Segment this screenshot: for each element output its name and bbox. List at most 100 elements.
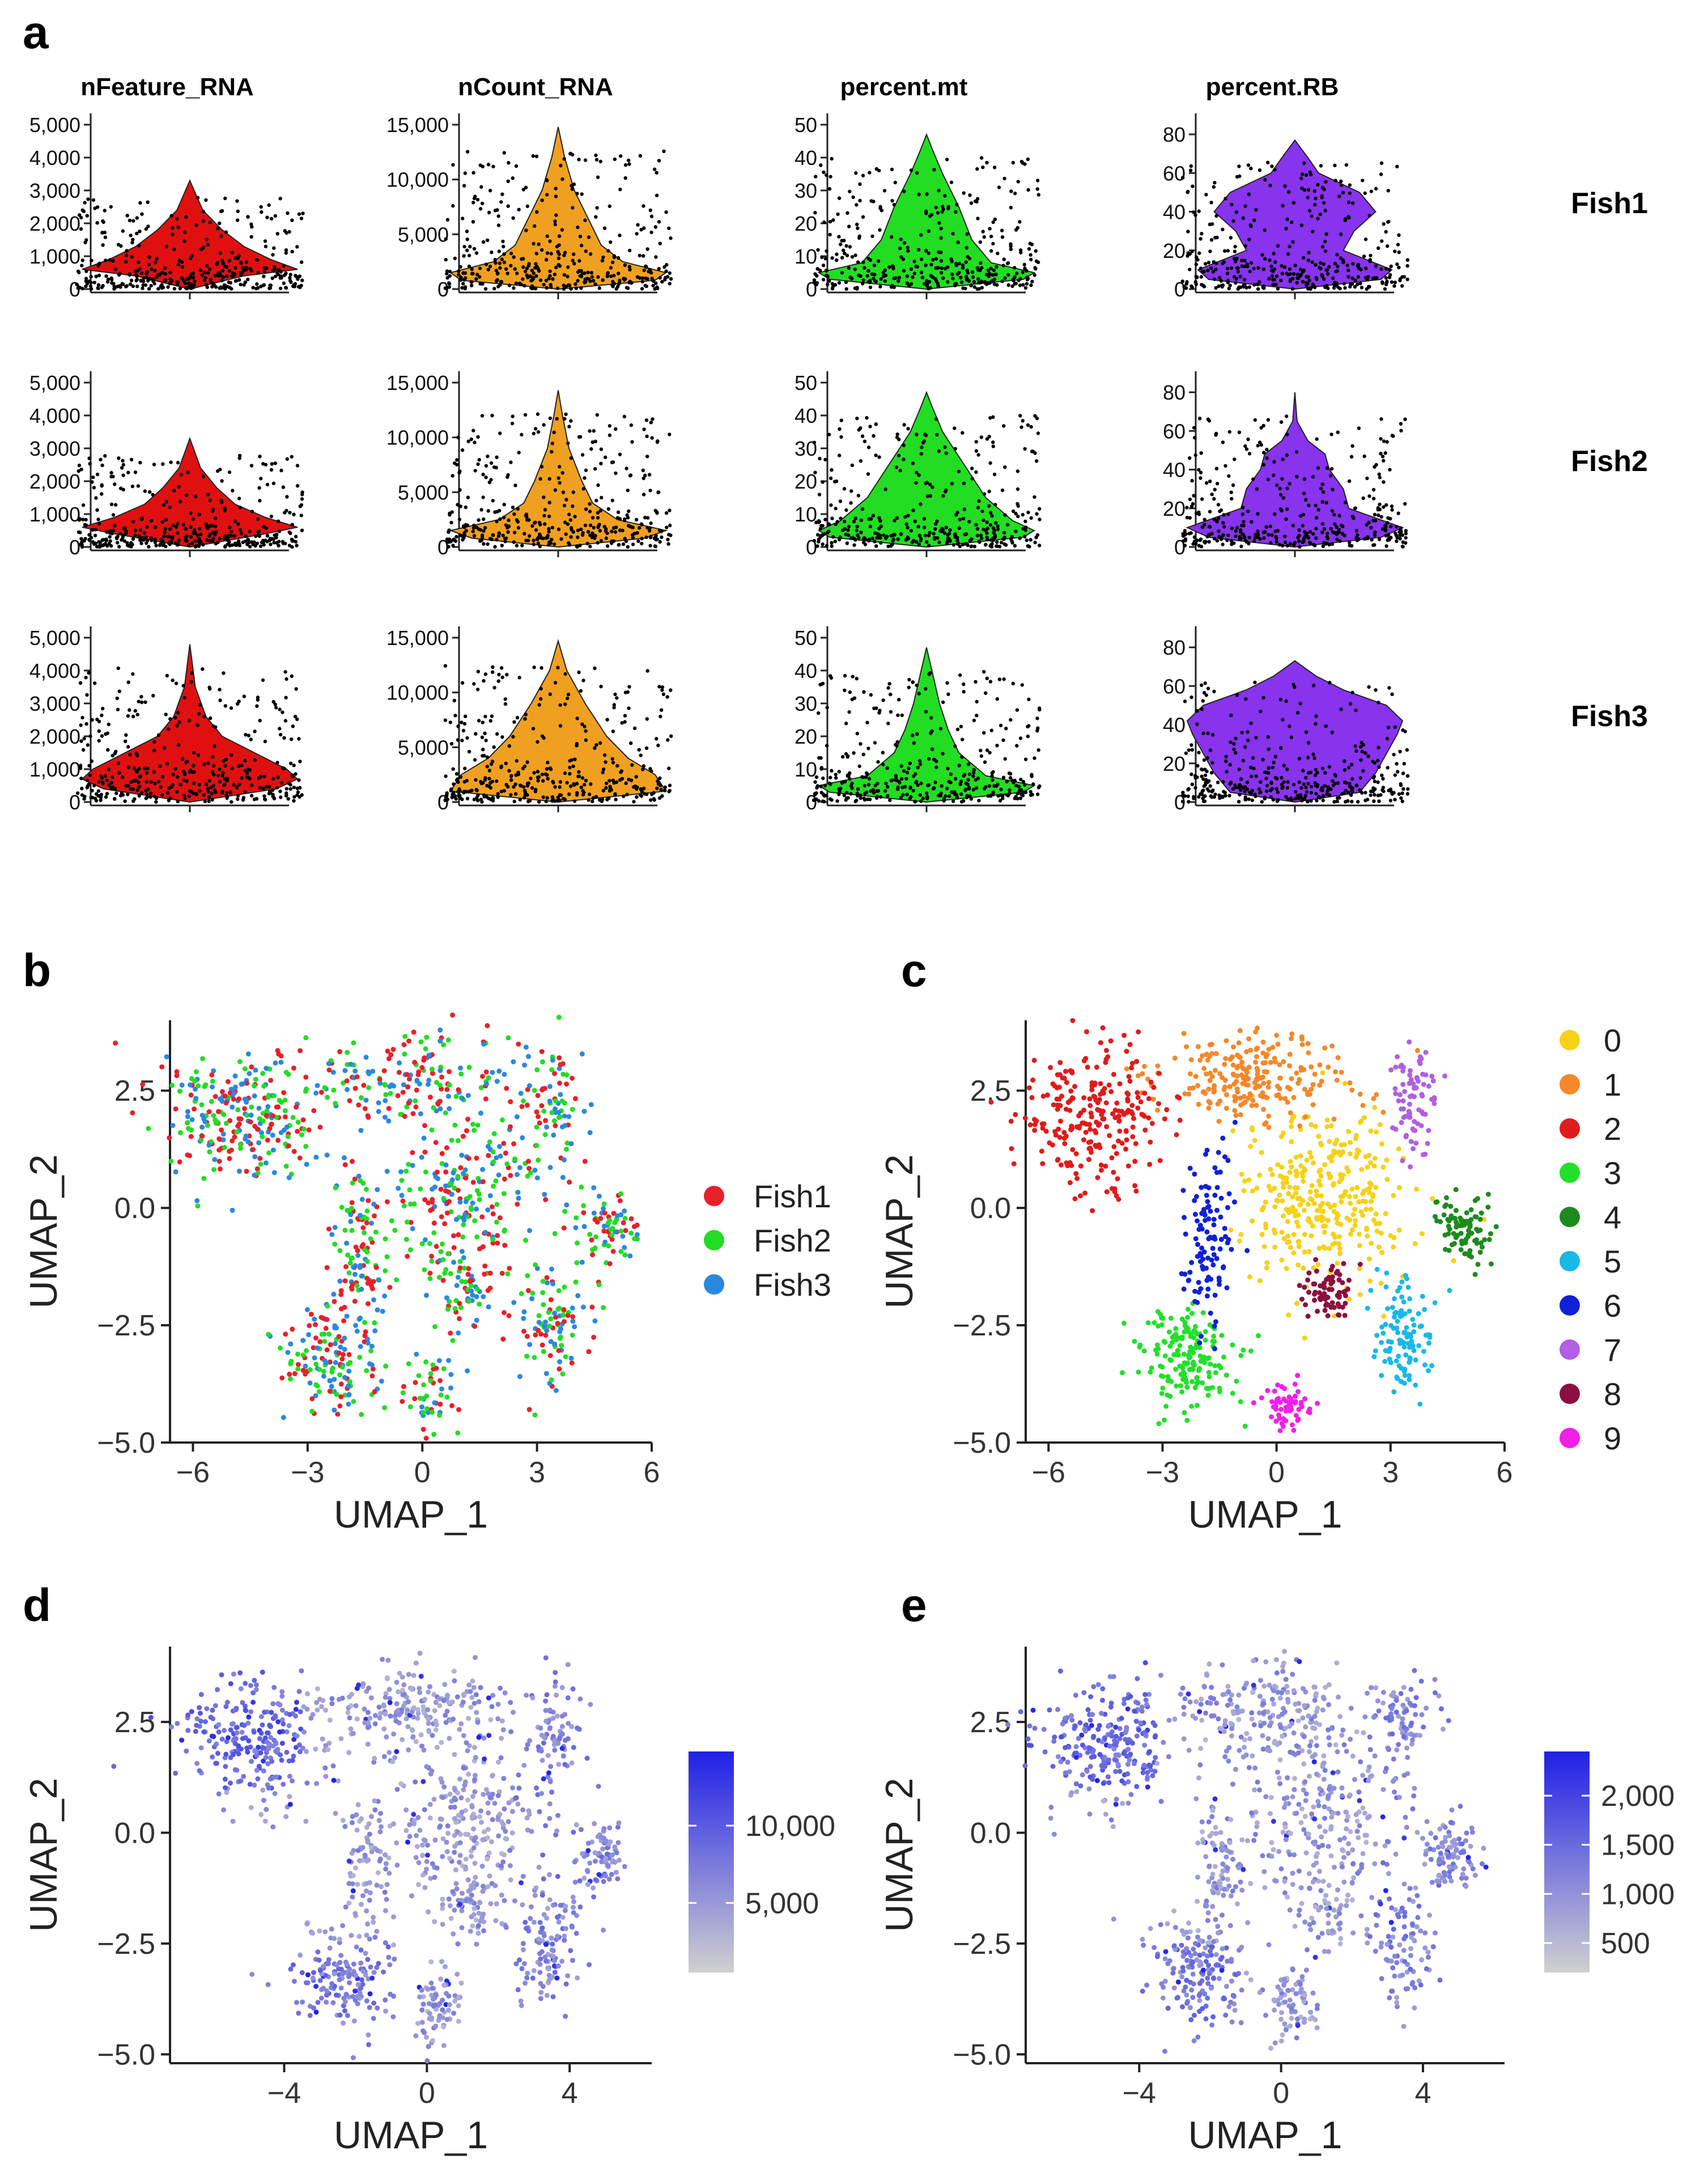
violin-jitter-point	[244, 260, 248, 264]
violin-jitter-point	[826, 274, 830, 278]
violin-jitter-point	[902, 241, 907, 245]
violin-jitter-point	[655, 737, 658, 741]
violin-jitter-point	[899, 237, 903, 241]
violin-jitter-point	[1203, 262, 1208, 266]
violin-jitter-point	[1244, 447, 1249, 451]
violin-jitter-point	[1004, 727, 1008, 731]
violin-shape	[1197, 139, 1393, 290]
violin-jitter-point	[1188, 456, 1192, 460]
violin-jitter-point	[1035, 416, 1039, 421]
violin-jitter-point	[1272, 460, 1276, 464]
violin-jitter-point	[1186, 230, 1190, 234]
violin-jitter-point	[291, 724, 295, 728]
violin-jitter-point	[1404, 536, 1408, 540]
violin-jitter-point	[600, 258, 605, 263]
violin-jitter-point	[1295, 281, 1299, 285]
violin-jitter-point	[267, 784, 271, 789]
violin-jitter-point	[859, 742, 863, 746]
violin-jitter-point	[1306, 741, 1311, 745]
violin-jitter-point	[1345, 264, 1349, 268]
violin-jitter-point	[208, 498, 212, 502]
violin-jitter-point	[1314, 196, 1318, 201]
violin-jitter-point	[900, 777, 904, 781]
violin-jitter-point	[121, 229, 125, 233]
violin-jitter-point	[1349, 786, 1354, 790]
violin-jitter-point	[487, 796, 491, 800]
violin-jitter-point	[125, 249, 129, 253]
violin-jitter-point	[1261, 423, 1265, 428]
violin-jitter-point	[236, 797, 240, 801]
violin-jitter-point	[1384, 230, 1388, 234]
violin-jitter-point	[851, 675, 855, 678]
violin-jitter-point	[1209, 238, 1214, 242]
violin-jitter-point	[1373, 787, 1377, 791]
violin-jitter-point	[1237, 767, 1241, 771]
violin-jitter-point	[516, 520, 520, 524]
violin-jitter-point	[78, 213, 82, 217]
violin-jitter-point	[282, 281, 286, 285]
violin-jitter-point	[891, 533, 895, 537]
violin-jitter-point	[555, 286, 560, 290]
violin-jitter-point	[153, 537, 157, 541]
violin-jitter-point	[1210, 532, 1214, 536]
violin-jitter-point	[668, 282, 672, 286]
violin-jitter-point	[529, 777, 533, 781]
violin-jitter-point	[541, 779, 545, 783]
violin-jitter-point	[653, 225, 658, 229]
violin-jitter-point	[451, 767, 455, 771]
violin-jitter-point	[450, 795, 454, 799]
violin-jitter-point	[627, 158, 631, 163]
violin-jitter-point	[1014, 529, 1018, 533]
umap-b-point	[384, 1169, 390, 1174]
violin-jitter-point	[1223, 464, 1227, 468]
violin-jitter-point	[865, 416, 869, 420]
violin-jitter-point	[113, 503, 118, 507]
violin-jitter-point	[185, 277, 189, 281]
violin-jitter-point	[175, 543, 179, 547]
violin-jitter-point	[1006, 523, 1010, 527]
violin-jitter-point	[825, 249, 828, 253]
violin-jitter-point	[1026, 734, 1030, 739]
violin-jitter-point	[607, 779, 611, 783]
violin-jitter-point	[243, 769, 248, 773]
violin-jitter-point	[927, 251, 931, 255]
violin-jitter-point	[220, 774, 224, 778]
violin-jitter-point	[1029, 538, 1033, 542]
violin-jitter-point	[577, 774, 581, 778]
violin-jitter-point	[219, 234, 223, 238]
violin-jitter-point	[1198, 538, 1202, 542]
violin-jitter-point	[611, 778, 615, 782]
violin-jitter-point	[206, 790, 210, 794]
violin-jitter-point	[537, 703, 541, 707]
violin-jitter-point	[148, 791, 153, 795]
violin-jitter-point	[1231, 483, 1235, 487]
violin-jitter-point	[580, 776, 585, 780]
violin-jitter-point	[623, 163, 628, 167]
violin-jitter-point	[936, 211, 940, 215]
violin-jitter-point	[1314, 263, 1318, 267]
violin-jitter-point	[222, 537, 227, 541]
violin-jitter-point	[1291, 524, 1295, 528]
violin-jitter-point	[655, 440, 660, 444]
violin-jitter-point	[655, 171, 658, 175]
violin-jitter-point	[532, 771, 536, 775]
violin-jitter-point	[903, 515, 907, 519]
violin-jitter-point	[937, 189, 941, 193]
violin-jitter-point	[271, 777, 275, 781]
violin-jitter-point	[1200, 683, 1204, 688]
violin-jitter-point	[982, 670, 986, 674]
violin-jitter-point	[983, 760, 987, 764]
violin-jitter-point	[1247, 797, 1251, 801]
violin-jitter-point	[113, 524, 117, 528]
violin-jitter-point	[77, 469, 80, 473]
violin-jitter-point	[499, 764, 503, 769]
violin-jitter-point	[1346, 275, 1350, 279]
violin-jitter-point	[135, 753, 139, 758]
violin-jitter-point	[537, 800, 541, 804]
violin-jitter-point	[192, 750, 196, 755]
violin-jitter-point	[863, 542, 868, 546]
violin-jitter-point	[573, 757, 577, 761]
violin-jitter-point	[1235, 257, 1239, 261]
violin-jitter-point	[954, 261, 958, 265]
violin-jitter-point	[1339, 256, 1343, 260]
